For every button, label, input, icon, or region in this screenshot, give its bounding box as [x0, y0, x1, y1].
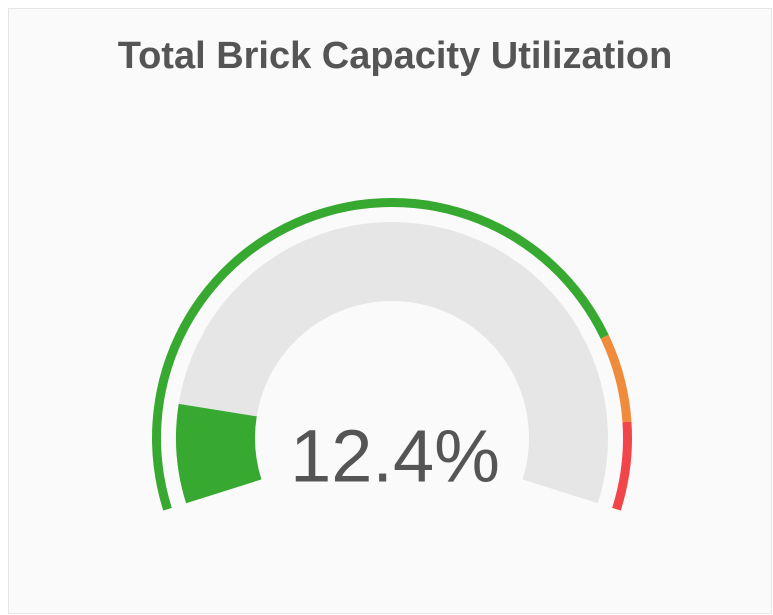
chart-title: Total Brick Capacity Utilization	[118, 35, 673, 77]
gauge-value-label: 12.4%	[290, 415, 500, 498]
gauge-track	[175, 221, 608, 504]
threshold-arc	[612, 421, 632, 511]
panel	[8, 8, 772, 614]
threshold-arc	[600, 334, 632, 423]
gauge-value	[175, 403, 262, 504]
